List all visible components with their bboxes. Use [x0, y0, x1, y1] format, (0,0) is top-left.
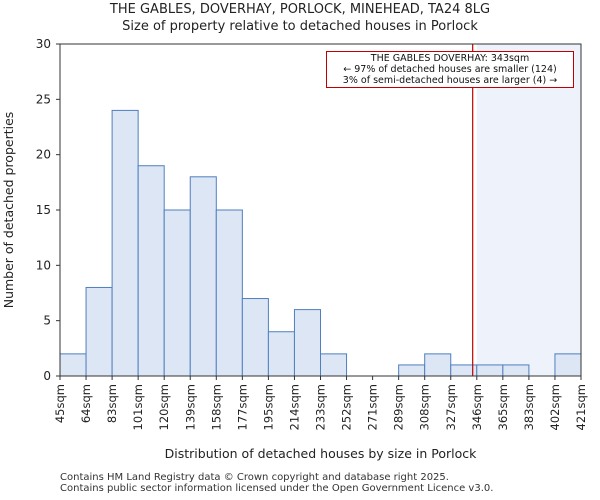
bar	[163, 209, 191, 377]
y-tick-label: 25	[36, 92, 51, 106]
x-tick-label: 139sqm	[183, 384, 197, 430]
chart-subtitle: Size of property relative to detached ho…	[122, 19, 478, 34]
x-tick-label: 83sqm	[105, 384, 119, 423]
x-tick-label: 365sqm	[496, 384, 510, 430]
footer-line-1: Contains HM Land Registry data © Crown c…	[60, 472, 449, 483]
bar	[189, 176, 217, 377]
y-tick-label: 10	[36, 258, 51, 272]
x-tick-label: 195sqm	[261, 384, 275, 430]
bar	[398, 364, 426, 377]
y-axis-label: Number of detached properties	[1, 112, 16, 309]
x-tick-label: 45sqm	[53, 384, 67, 423]
y-tick-label: 20	[36, 148, 51, 162]
bar	[137, 165, 165, 377]
y-tick-label: 30	[36, 37, 51, 51]
annotation-line-1: THE GABLES DOVERHAY: 343sqm	[370, 53, 530, 64]
y-tick-label: 5	[43, 314, 51, 328]
x-tick-label: 421sqm	[574, 384, 588, 430]
highlight-region	[476, 44, 581, 376]
x-tick-label: 383sqm	[522, 384, 536, 430]
bar	[554, 353, 582, 377]
x-tick-label: 308sqm	[418, 384, 432, 430]
bar	[424, 353, 452, 377]
footer-line-2: Contains public sector information licen…	[60, 483, 494, 494]
x-tick-label: 346sqm	[470, 384, 484, 430]
annotation-box: THE GABLES DOVERHAY: 343sqm ← 97% of det…	[326, 51, 574, 88]
x-tick-label: 252sqm	[340, 384, 354, 430]
bar	[241, 298, 269, 377]
x-tick-label: 101sqm	[131, 384, 145, 430]
bar	[502, 364, 530, 377]
x-tick-label: 64sqm	[79, 384, 93, 423]
x-tick-label: 158sqm	[209, 384, 223, 430]
annotation-line-2: ← 97% of detached houses are smaller (12…	[343, 64, 557, 75]
x-tick-label: 327sqm	[444, 384, 458, 430]
bar	[215, 209, 243, 377]
bar	[85, 286, 113, 377]
chart-title: THE GABLES, DOVERHAY, PORLOCK, MINEHEAD,…	[109, 2, 491, 17]
bar	[476, 364, 504, 377]
x-tick-label: 214sqm	[287, 384, 301, 430]
bar	[267, 331, 295, 377]
annotation-line-3: 3% of semi-detached houses are larger (4…	[342, 75, 558, 86]
bar	[111, 109, 139, 377]
y-tick-label: 0	[43, 369, 51, 383]
bar	[320, 353, 348, 377]
x-axis-label: Distribution of detached houses by size …	[165, 446, 477, 461]
x-tick-label: 177sqm	[235, 384, 249, 430]
x-tick-label: 289sqm	[392, 384, 406, 430]
x-tick-label: 120sqm	[157, 384, 171, 430]
x-tick-label: 271sqm	[366, 384, 380, 430]
x-tick-label: 402sqm	[548, 384, 562, 430]
bar	[59, 353, 87, 377]
bar	[293, 309, 322, 377]
y-tick-label: 15	[36, 203, 51, 217]
x-tick-label: 233sqm	[314, 384, 328, 430]
